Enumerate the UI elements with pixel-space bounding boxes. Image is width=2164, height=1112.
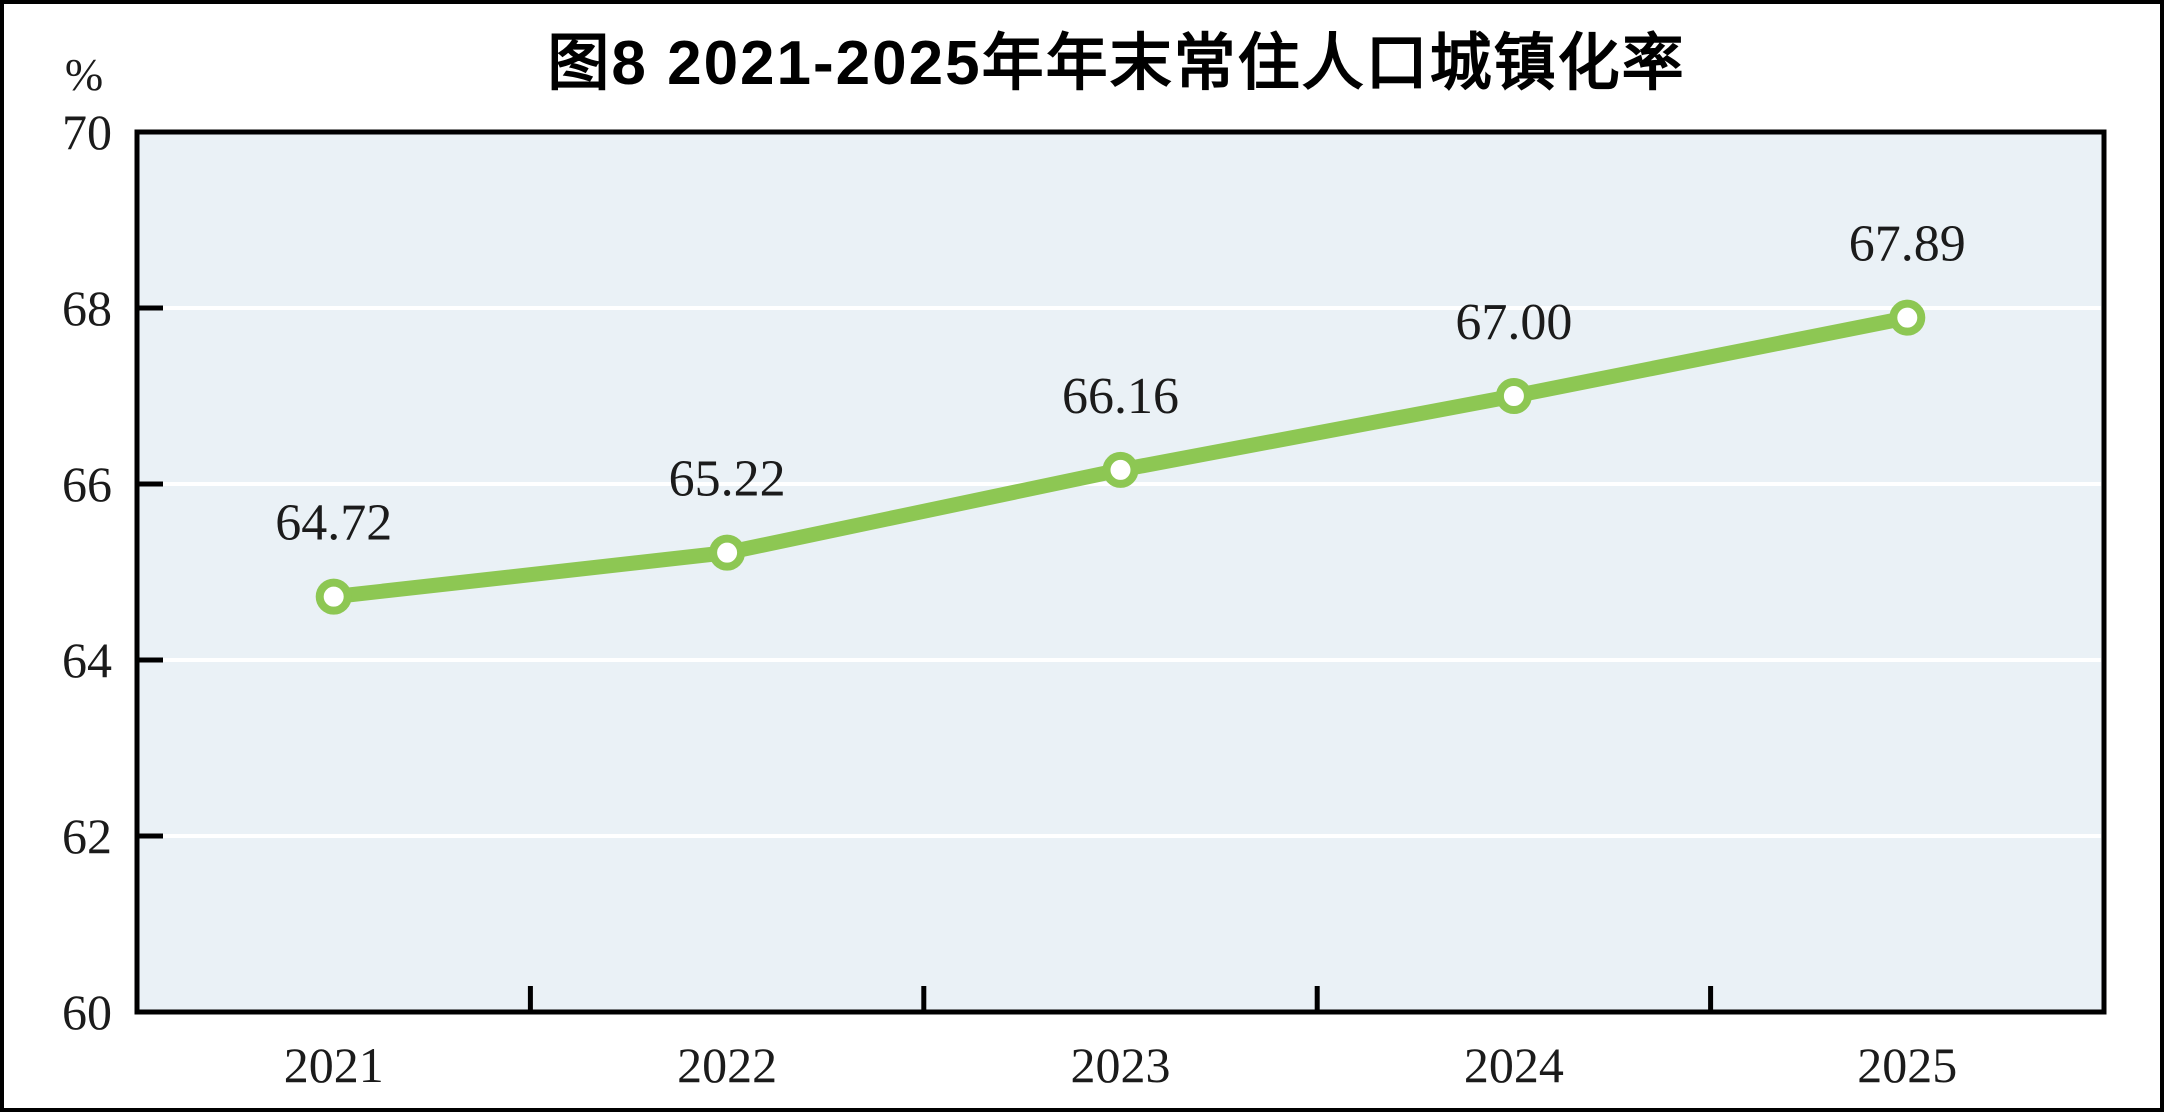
data-point-label: 67.89 [1849,216,1966,273]
x-axis-label: 2025 [1857,1037,1957,1093]
plot-area [134,129,2107,1015]
chart-title: 图8 2021-2025年年末常住人口城镇化率 [547,29,1686,98]
y-axis-unit-label: % [64,49,104,100]
x-axis-label: 2024 [1464,1037,1564,1093]
data-point-marker [1495,378,1532,414]
x-axis-label: 2022 [677,1037,777,1093]
data-point-label: 67.00 [1455,294,1572,351]
y-axis-label: 70 [62,104,112,160]
y-axis-label: 64 [62,632,112,688]
x-axis-label: 2023 [1071,1037,1171,1093]
data-point-label: 65.22 [669,451,786,508]
data-point-marker [709,534,746,571]
data-point-marker [315,578,352,615]
y-axis-label: 68 [62,280,112,336]
data-point-label: 66.16 [1062,368,1179,425]
data-point-marker [1102,451,1139,488]
data-point-label: 64.72 [275,495,392,552]
y-axis-label: 66 [62,456,112,512]
y-axis-label: 60 [62,984,112,1040]
line-chart-plot: 60 62 64 66 68 70 2021 2022 2023 2024 2025 64.72 65.… [62,104,2107,1093]
y-axis-label: 62 [62,808,112,864]
x-axis-label: 2021 [284,1037,384,1093]
data-point-marker [1889,299,1926,336]
